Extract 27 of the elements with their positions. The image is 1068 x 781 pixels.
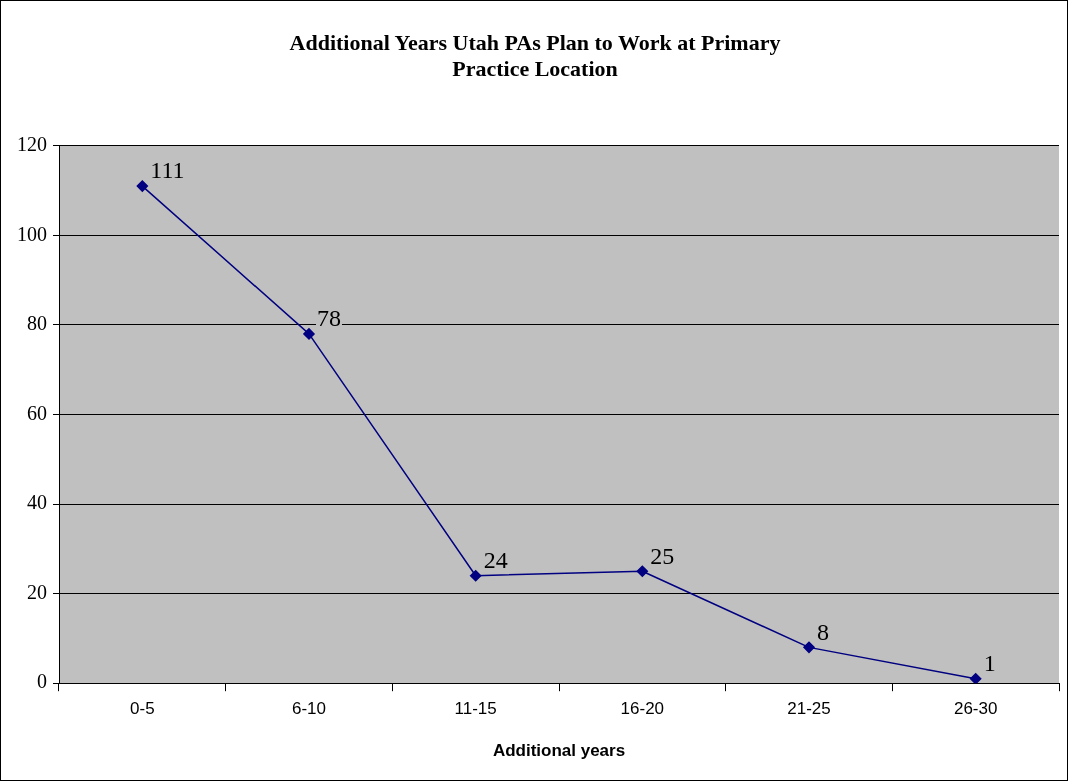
data-label: 111 <box>150 157 185 184</box>
x-tick-label: 11-15 <box>454 699 497 719</box>
point <box>969 672 982 684</box>
point <box>303 328 315 340</box>
y-tick-label: 40 <box>27 491 47 514</box>
y-tick-label: 120 <box>17 133 47 156</box>
y-tick-label: 0 <box>37 670 47 693</box>
x-tick-label: 26-30 <box>953 699 998 719</box>
x-tick-label: 6-10 <box>291 699 327 719</box>
point <box>803 641 815 654</box>
point <box>469 569 482 582</box>
data-label: 24 <box>483 547 508 574</box>
data-label: 25 <box>650 542 675 569</box>
data-label: 8 <box>817 618 829 645</box>
x-axis-title: Additional years <box>492 741 626 761</box>
x-tick-label: 16-20 <box>620 699 665 719</box>
data-label: 78 <box>317 305 341 332</box>
x-tick-label: 0-5 <box>130 699 155 719</box>
point <box>636 565 649 577</box>
point <box>136 180 149 192</box>
y-tick-label: 20 <box>27 580 47 603</box>
y-tick-label: 60 <box>27 401 47 424</box>
x-tick-label: 21-25 <box>787 699 831 719</box>
y-tick-label: 80 <box>27 312 47 335</box>
chart-title: Additional Years Utah PAs Plan to Work at Primary Practice Location <box>289 29 781 82</box>
data-label: 1 <box>983 650 996 677</box>
y-tick-label: 100 <box>17 222 47 245</box>
